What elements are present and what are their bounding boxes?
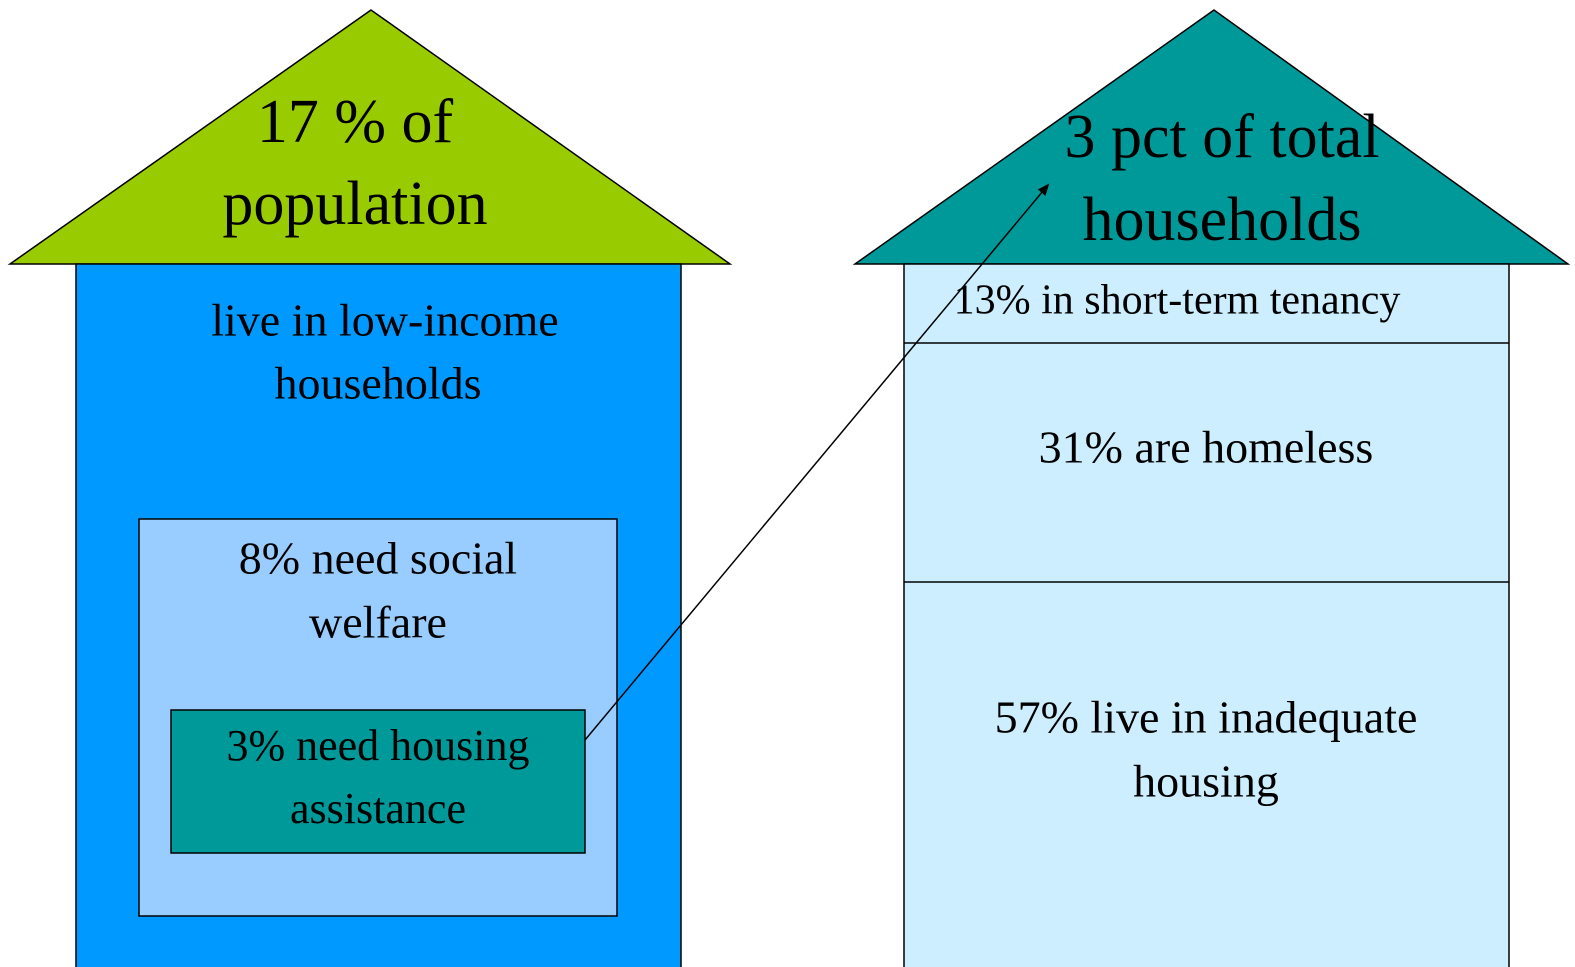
arrow [584,183,1050,741]
right-house: 3 pct of total households 13% in short-t… [852,9,1571,967]
roof-text: households [1083,186,1362,254]
section-text: 57% live in inadequate [995,692,1418,743]
body-text: households [275,358,482,409]
section-text: 13% in short-term tenancy [954,278,1401,324]
inner-text: welfare [309,597,447,648]
roof-text: population [222,170,487,238]
right-body [903,263,1510,967]
innermost-box [170,709,586,854]
body-text: live in low-income [211,295,558,346]
section-text: housing [1133,756,1279,807]
inner-text: 8% need social [239,533,517,584]
innermost-text: assistance [290,784,466,833]
roof-text: 17 % of [257,88,454,156]
innermost-text: 3% need housing [226,721,529,770]
roof-text: 3 pct of total [1064,103,1379,171]
section-text: 31% are homeless [1039,422,1374,473]
left-house: 17 % of population live in low-income ho… [7,9,733,967]
